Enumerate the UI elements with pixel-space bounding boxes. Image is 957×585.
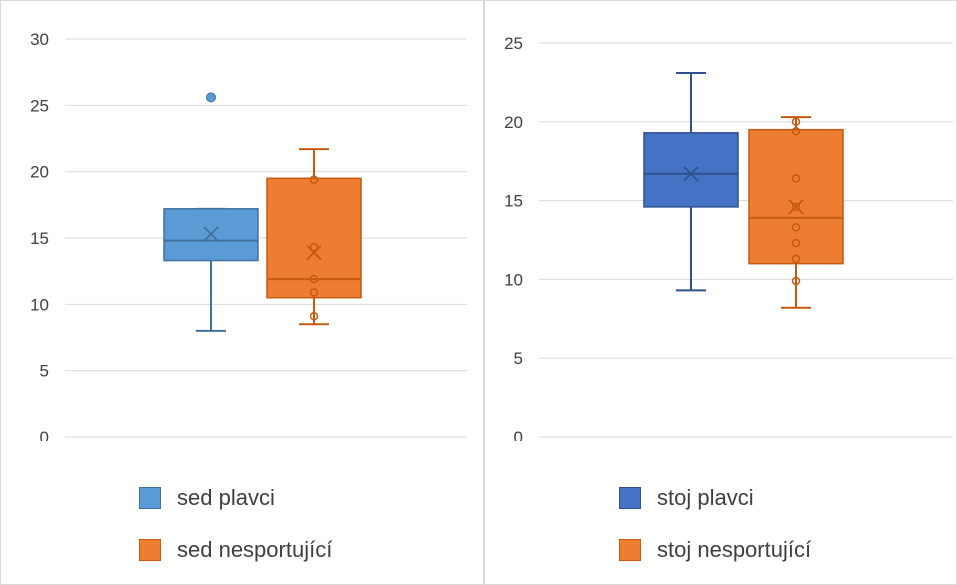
y-tick-label: 0 [40,428,49,441]
data-point-stoj-nesportujici [791,174,801,183]
legend-item-sed-plavci: sed plavci [139,485,275,511]
y-tick-label: 0 [514,428,523,441]
y-tick-label: 25 [30,96,49,115]
data-point-stoj-nesportujici [791,238,801,248]
legend-label-stoj-nesportujici: stoj nesportující [657,537,812,562]
legend-swatch-stoj-plavci [619,487,641,509]
data-point-sed-nesportujici [309,288,319,297]
chart-panel-stoj: 0 5 10 15 20 25 stoj plavci stoj nesportující [484,0,957,585]
box-stoj-nesportujici [748,128,844,265]
boxplot-sed: 0 5 10 15 20 25 30 [30,30,467,441]
data-point-stoj-nesportujici [791,202,801,212]
y-tick-label: 20 [30,163,49,182]
y-tick-label: 15 [30,229,49,248]
box-stoj-plavci [643,132,739,208]
y-tick-label: 30 [30,30,49,49]
legend-swatch-stoj-nesportujici [619,539,641,561]
legend-item-stoj-nesportujici: stoj nesportující [619,537,811,563]
mean-marker-stoj-plavci [683,166,699,182]
y-tick-label: 5 [40,362,49,381]
legend-label-sed-nesportujici: sed nesportující [177,537,333,562]
y-tick-label: 25 [504,34,523,53]
outlier-point-sed-plavci [206,92,216,103]
legend-item-sed-nesportujici: sed nesportující [139,537,332,563]
data-point-sed-nesportujici [309,243,319,252]
y-tick-label: 20 [504,113,523,132]
data-point-stoj-nesportujici [791,117,801,127]
legend-label-sed-plavci: sed plavci [177,485,275,510]
data-point-sed-nesportujici [309,274,319,284]
mean-marker-sed-nesportujici [306,244,322,261]
box-sed-nesportujici [266,177,362,299]
data-point-stoj-nesportujici [791,276,801,286]
chart-panel-sed: 0 5 10 15 20 25 30 sed plavci sed nesportující [0,0,484,585]
data-point-stoj-nesportujici [791,254,801,264]
legend-item-stoj-plavci: stoj plavci [619,485,754,511]
y-tick-label: 5 [514,349,523,368]
y-tick-label: 10 [30,295,49,314]
data-point-sed-nesportujici [309,312,319,321]
legend-label-stoj-plavci: stoj plavci [657,485,754,510]
legend-swatch-sed-plavci [139,487,161,509]
y-tick-label: 15 [504,192,523,211]
mean-marker-sed-plavci [203,226,219,242]
y-tick-label: 10 [504,270,523,289]
legend-swatch-sed-nesportujici [139,539,161,561]
mean-marker-stoj-nesportujici [788,199,804,215]
boxplot-stoj: 0 5 10 15 20 25 [504,34,953,441]
data-point-stoj-nesportujici [791,127,801,136]
data-point-sed-nesportujici [309,175,319,184]
data-point-stoj-nesportujici [791,223,801,232]
